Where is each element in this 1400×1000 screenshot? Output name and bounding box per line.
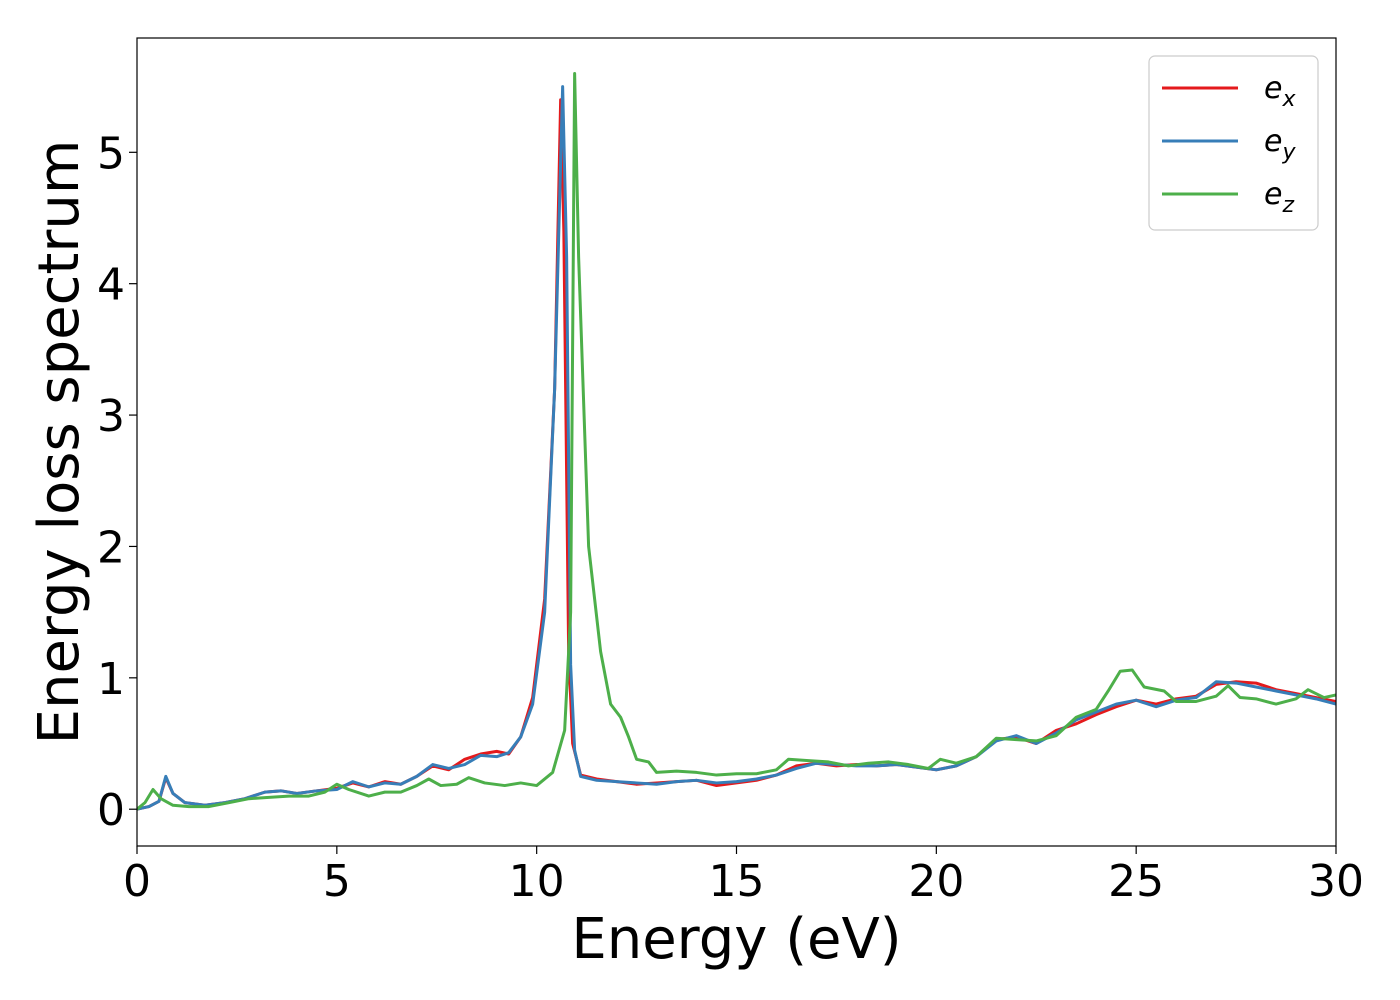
ticks-layer: 0 5 10 15 20 25 30 0 1 2 3 4 5 bbox=[97, 128, 1364, 907]
x-tick-label: 15 bbox=[709, 856, 765, 907]
y-tick-label: 4 bbox=[97, 260, 125, 311]
series-layer bbox=[137, 71, 1336, 811]
x-tick-label: 0 bbox=[123, 856, 151, 907]
y-tick-label: 5 bbox=[97, 128, 125, 179]
x-tick-label: 30 bbox=[1308, 856, 1364, 907]
x-tick-label: 20 bbox=[908, 856, 964, 907]
legend-label-x: ex bbox=[1264, 71, 1296, 112]
y-axis-label: Energy loss spectrum bbox=[27, 140, 92, 745]
x-axis-label: Energy (eV) bbox=[571, 907, 901, 972]
x-tick-label: 25 bbox=[1108, 856, 1164, 907]
series-line-y bbox=[137, 85, 1336, 811]
legend-label-y: ey bbox=[1264, 124, 1296, 165]
x-tick-label: 10 bbox=[509, 856, 565, 907]
y-tick-label: 0 bbox=[97, 785, 125, 836]
x-tick-label: 5 bbox=[323, 856, 351, 907]
y-tick-label: 3 bbox=[97, 391, 125, 442]
legend-label-z: ez bbox=[1264, 177, 1294, 218]
y-tick-label: 2 bbox=[97, 522, 125, 573]
y-tick-label: 1 bbox=[97, 654, 125, 705]
series-line-z bbox=[137, 71, 1336, 811]
legend: ex ey ez bbox=[1148, 55, 1319, 231]
legend-box bbox=[1148, 55, 1319, 231]
